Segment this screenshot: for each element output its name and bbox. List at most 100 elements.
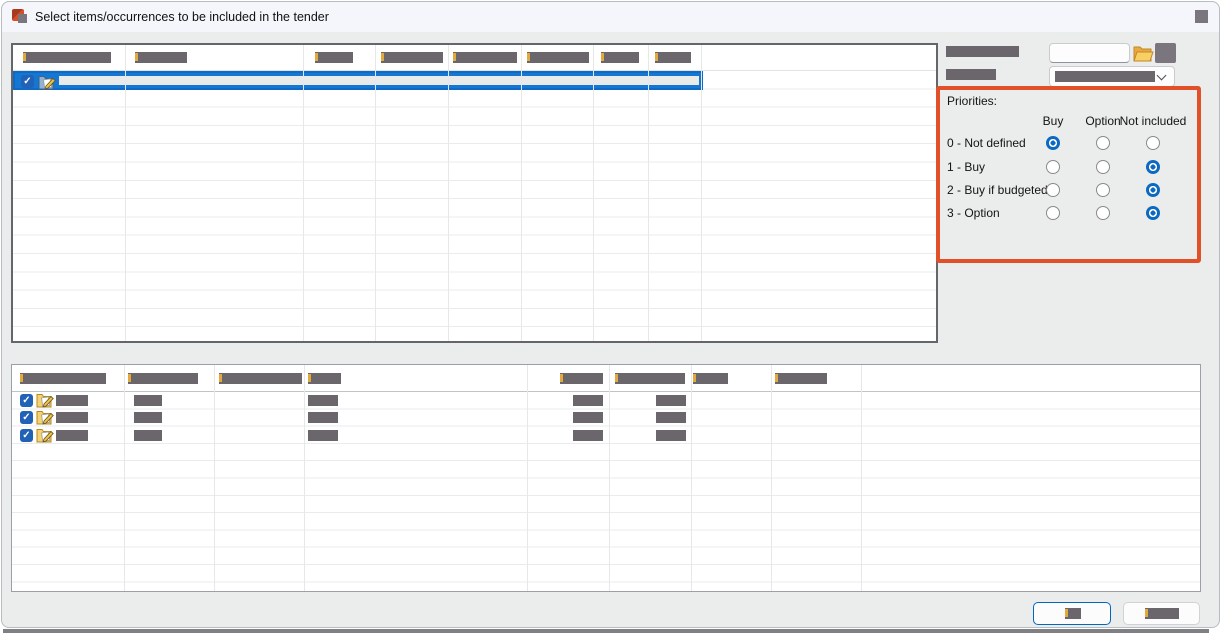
cell-content-redacted <box>56 395 88 406</box>
radio-option[interactable] <box>1096 206 1110 220</box>
cell-content-redacted <box>573 412 603 424</box>
radio-buy[interactable] <box>1046 206 1060 220</box>
extra-button-redacted[interactable] <box>1155 43 1176 63</box>
cell-content-redacted <box>134 429 162 441</box>
folder-edit-icon <box>36 392 55 413</box>
column-divider <box>448 45 449 341</box>
column-header-redacted[interactable] <box>308 373 341 384</box>
column-divider <box>303 45 304 341</box>
items-table: ✓ ✓ ✓ <box>11 364 1201 592</box>
cell-content-redacted <box>56 429 88 441</box>
table-row[interactable]: ✓ <box>12 427 1200 444</box>
file-path-input[interactable] <box>1049 43 1130 63</box>
column-divider <box>691 365 692 591</box>
folder-edit-icon <box>36 427 55 448</box>
column-header-redacted[interactable] <box>560 373 603 384</box>
column-header-redacted[interactable] <box>527 52 589 63</box>
column-header-redacted[interactable] <box>453 52 517 63</box>
column-divider <box>375 45 376 341</box>
column-header-redacted[interactable] <box>775 373 827 384</box>
items-table-header <box>12 365 1200 392</box>
column-header-redacted[interactable] <box>128 373 198 384</box>
row-content-redacted <box>59 76 699 85</box>
titlebar: Select items/occurrences to be included … <box>2 2 1219 32</box>
radio-not-included-selected[interactable] <box>1146 183 1160 197</box>
folder-browse-icon[interactable] <box>1132 43 1154 63</box>
radio-not-included-selected[interactable] <box>1146 160 1160 174</box>
folder-edit-icon <box>38 74 57 95</box>
column-header-redacted[interactable] <box>23 52 111 63</box>
field1-label-redacted <box>946 46 1019 57</box>
dropdown-value-redacted <box>1055 71 1155 82</box>
column-divider <box>701 45 702 341</box>
cell-content-redacted <box>308 412 338 424</box>
radio-not-included-selected[interactable] <box>1146 206 1160 220</box>
priority-row-label: 1 - Buy <box>947 160 986 174</box>
row-checkbox-checked[interactable]: ✓ <box>20 394 33 407</box>
column-header-redacted[interactable] <box>601 52 639 63</box>
table-row[interactable]: ✓ <box>12 392 1200 409</box>
radio-buy-selected[interactable] <box>1046 136 1060 150</box>
priorities-col-buy: Buy <box>1042 114 1064 128</box>
items-table-body <box>12 392 1200 591</box>
cell-content-redacted <box>134 395 162 406</box>
radio-not-included[interactable] <box>1146 136 1160 150</box>
column-header-redacted[interactable] <box>135 52 187 63</box>
cell-content-redacted <box>656 412 686 424</box>
cell-content-redacted <box>308 429 338 441</box>
cell-content-redacted <box>656 395 686 406</box>
dropdown-select[interactable] <box>1049 66 1175 87</box>
priority-row-label: 3 - Option <box>947 206 1000 220</box>
column-divider <box>771 365 772 591</box>
cancel-button[interactable] <box>1123 602 1200 625</box>
cell-content-redacted <box>656 429 686 441</box>
priority-row-label: 2 - Buy if budgeted <box>947 183 1048 197</box>
row-checkbox-checked[interactable]: ✓ <box>20 411 33 425</box>
priorities-title: Priorities: <box>947 94 998 108</box>
priorities-panel-highlighted: Priorities: Buy Option Not included 0 - … <box>936 86 1201 263</box>
priorities-col-option: Option <box>1085 114 1121 128</box>
column-divider <box>861 365 862 591</box>
column-divider <box>125 45 126 341</box>
row-checkbox-checked[interactable]: ✓ <box>21 75 34 88</box>
radio-option[interactable] <box>1096 183 1110 197</box>
priorities-col-not-included: Not included <box>1119 114 1187 128</box>
radio-option[interactable] <box>1096 160 1110 174</box>
column-header-redacted[interactable] <box>381 52 443 63</box>
column-divider <box>527 365 528 591</box>
app-icon-gray-square <box>18 14 27 23</box>
app-icon <box>12 9 30 26</box>
close-icon[interactable] <box>1195 10 1208 23</box>
occurrences-table-header <box>13 45 936 71</box>
ok-button[interactable] <box>1033 602 1111 625</box>
folder-edit-icon <box>36 409 55 430</box>
cell-content-redacted <box>308 395 338 406</box>
column-divider <box>214 365 215 591</box>
cell-content-redacted <box>134 412 162 424</box>
background-window-edge <box>3 629 1209 633</box>
table-row-selected[interactable]: ✓ <box>13 71 703 90</box>
column-header-redacted[interactable] <box>655 52 691 63</box>
column-header-redacted[interactable] <box>615 373 685 384</box>
column-header-redacted[interactable] <box>219 373 302 384</box>
cell-content-redacted <box>573 429 603 441</box>
dialog-title: Select items/occurrences to be included … <box>35 10 329 24</box>
chevron-down-icon <box>1156 70 1167 81</box>
column-divider <box>593 45 594 341</box>
column-divider <box>124 365 125 591</box>
table-row[interactable]: ✓ <box>12 409 1200 426</box>
cell-content-redacted <box>56 412 88 424</box>
column-header-redacted[interactable] <box>315 52 353 63</box>
radio-option[interactable] <box>1096 136 1110 150</box>
row-checkbox-checked[interactable]: ✓ <box>20 428 33 442</box>
column-header-redacted[interactable] <box>20 373 106 384</box>
column-divider <box>648 45 649 341</box>
column-header-redacted[interactable] <box>693 373 728 384</box>
field2-label-redacted <box>946 69 996 80</box>
ok-button-label-redacted <box>1065 608 1081 619</box>
radio-buy[interactable] <box>1046 160 1060 174</box>
cancel-button-label-redacted <box>1145 608 1179 619</box>
column-divider <box>609 365 610 591</box>
radio-buy[interactable] <box>1046 183 1060 197</box>
